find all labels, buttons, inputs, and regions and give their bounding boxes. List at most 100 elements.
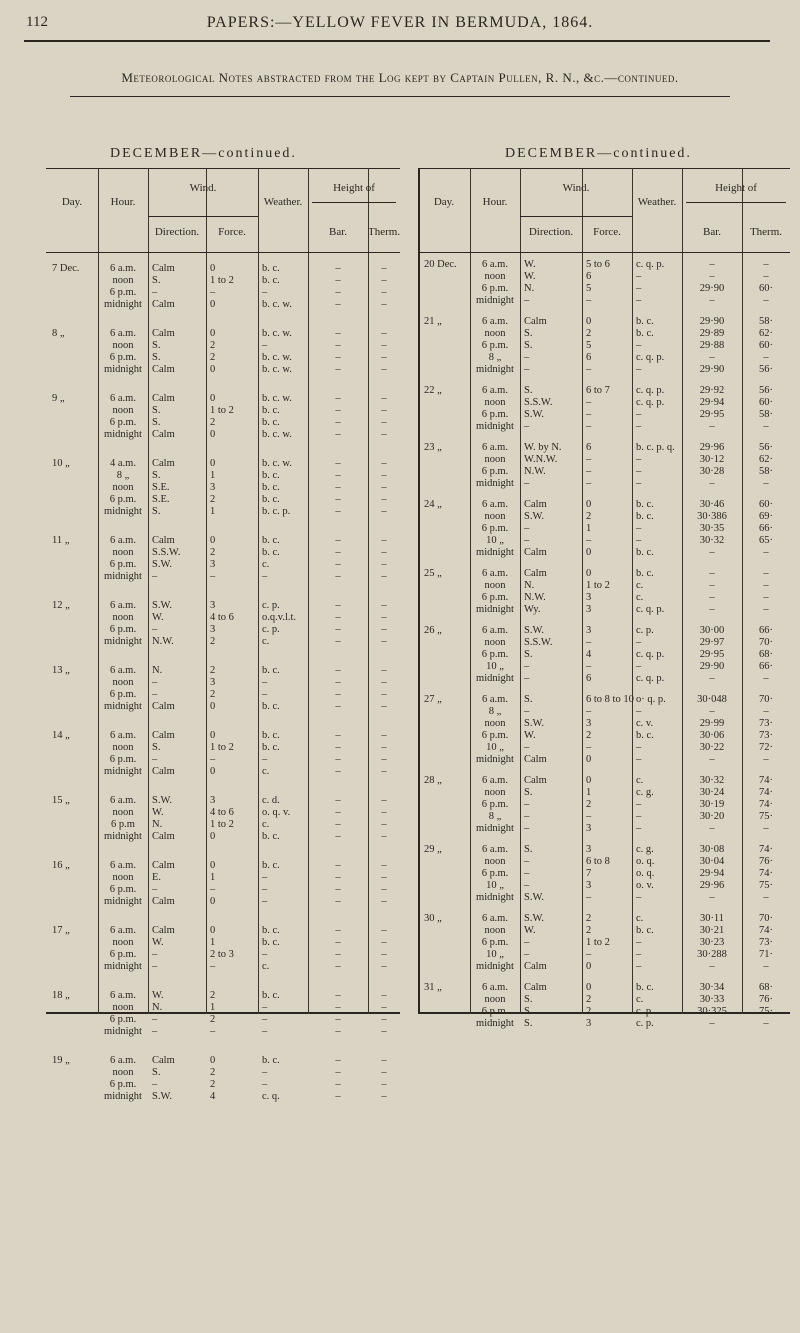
cell-bar: 30·386 — [697, 510, 727, 522]
cell-therm: – — [381, 327, 387, 339]
cell-therm: – — [763, 567, 769, 579]
cell-weather: c. — [636, 993, 644, 1005]
cell-hour: midnight — [476, 753, 514, 765]
cell-bar: 30·34 — [699, 981, 725, 993]
header-hour: Hour. — [482, 196, 508, 208]
cell-dir: S.E. — [152, 481, 170, 493]
cell-hour: noon — [484, 855, 506, 867]
cell-hour: noon — [484, 396, 506, 408]
cell-therm: – — [381, 794, 387, 806]
table-row: 6 p.m. S.W. 3 c. – – — [46, 559, 400, 571]
cell-therm: – — [381, 818, 387, 830]
cell-weather: – — [636, 948, 642, 960]
cell-hour: 6 a.m. — [110, 327, 136, 339]
table-row: 27 „ 6 a.m. S. 6 to 8 to 10 o· q. p. 30·048 70… — [418, 694, 790, 706]
column-divider — [682, 168, 683, 1014]
cell-bar: 29·88 — [699, 339, 725, 351]
table-row: 19 „ 6 a.m. Calm 0 b. c. – – — [46, 1055, 400, 1067]
cell-therm: – — [381, 936, 387, 948]
cell-force: 6 — [586, 270, 592, 282]
cell-force: 3 — [210, 558, 216, 570]
column-divider — [148, 168, 149, 1014]
cell-dir: S.W. — [524, 891, 545, 903]
cell-dir: N.W. — [152, 635, 174, 647]
cell-bar: – — [335, 895, 341, 907]
cell-dir: – — [524, 810, 530, 822]
cell-bar: 29·89 — [699, 327, 725, 339]
cell-weather: c. — [636, 579, 644, 591]
cell-bar: – — [335, 262, 341, 274]
cell-force: 2 — [210, 1013, 216, 1025]
cell-bar: – — [335, 428, 341, 440]
cell-weather: – — [262, 688, 268, 700]
cell-bar: 30·33 — [699, 993, 725, 1005]
table-row: 6 p.m. S.W. – – 29·95 58· — [418, 409, 790, 421]
table-row: noon S.S.W. 2 b. c. – – — [46, 547, 400, 559]
cell-bar: 30·46 — [699, 498, 725, 510]
cell-bar: – — [335, 635, 341, 647]
table-row: midnight Calm 0 b. c. w. – – — [46, 299, 400, 311]
cell-bar: 29·97 — [699, 636, 725, 648]
cell-weather: b. c. — [262, 481, 280, 493]
table-row: midnight – – – – – — [418, 295, 790, 307]
cell-force: 2 — [210, 351, 216, 363]
cell-therm: – — [381, 753, 387, 765]
table-row: noon S. 2 – – – — [46, 1067, 400, 1079]
cell-bar: – — [335, 1001, 341, 1013]
cell-force: 0 — [210, 298, 216, 310]
cell-dir: – — [152, 948, 158, 960]
header-rule — [418, 252, 790, 253]
cell-therm: 65· — [759, 534, 773, 546]
day-group: 10 „ 4 a.m. Calm 0 b. c. w. – –8 „ S. 1 b. c. – – no… — [46, 449, 400, 526]
cell-weather: c. q. p. — [636, 396, 665, 408]
cell-dir: – — [524, 477, 530, 489]
cell-force: 3 — [586, 624, 592, 636]
cell-bar: 30·35 — [699, 522, 725, 534]
header-hour: Hour. — [110, 196, 136, 208]
cell-bar: – — [335, 753, 341, 765]
cell-hour: noon — [112, 611, 134, 623]
cell-force: 7 — [586, 867, 592, 879]
table-row: midnight – – – – – — [46, 1026, 400, 1038]
cell-therm: – — [381, 1078, 387, 1090]
cell-bar: – — [335, 286, 341, 298]
cell-bar: 30·288 — [697, 948, 727, 960]
table-row: 6 p.m. N.W. – – 30·28 58· — [418, 466, 790, 478]
table-row: midnight S. 3 c. p. – – — [418, 1018, 790, 1030]
cell-force: 4 to 6 — [210, 806, 234, 818]
cell-bar: – — [335, 871, 341, 883]
table-row: midnight – – c. – – — [46, 961, 400, 973]
cell-weather: b. c. — [262, 859, 280, 871]
cell-hour: noon — [484, 717, 506, 729]
cell-weather: b. c. — [636, 729, 654, 741]
cell-bar: – — [335, 558, 341, 570]
cell-therm: – — [381, 623, 387, 635]
cell-weather: b. c. — [262, 534, 280, 546]
cell-weather: – — [636, 822, 642, 834]
cell-therm: 58· — [759, 465, 773, 477]
cell-weather: c. — [262, 635, 270, 647]
cell-therm: 74· — [759, 786, 773, 798]
table-row: 6 p.m. – 2 – – – — [46, 1014, 400, 1026]
cell-force: 3 — [210, 794, 216, 806]
cell-therm: – — [381, 570, 387, 582]
cell-hour: midnight — [104, 765, 142, 777]
cell-weather: c. — [636, 591, 644, 603]
cell-bar: 29·90 — [699, 315, 725, 327]
cell-weather: b. c. — [636, 327, 654, 339]
cell-bar: – — [709, 960, 715, 972]
cell-bar: 30·32 — [699, 534, 725, 546]
cell-therm: 75· — [759, 1005, 773, 1017]
cell-weather: o. v. — [636, 879, 654, 891]
cell-weather: b. c. — [262, 274, 280, 286]
table-row: 10 „ 4 a.m. Calm 0 b. c. w. – – — [46, 458, 400, 470]
cell-therm: – — [381, 428, 387, 440]
cell-therm: 74· — [759, 924, 773, 936]
cell-bar: – — [335, 599, 341, 611]
cell-force: 0 — [210, 327, 216, 339]
top-rule — [24, 40, 770, 42]
cell-day: 28 „ — [424, 774, 442, 786]
cell-weather: – — [262, 948, 268, 960]
cell-hour: 6 p.m. — [481, 282, 509, 294]
cell-therm: – — [381, 558, 387, 570]
